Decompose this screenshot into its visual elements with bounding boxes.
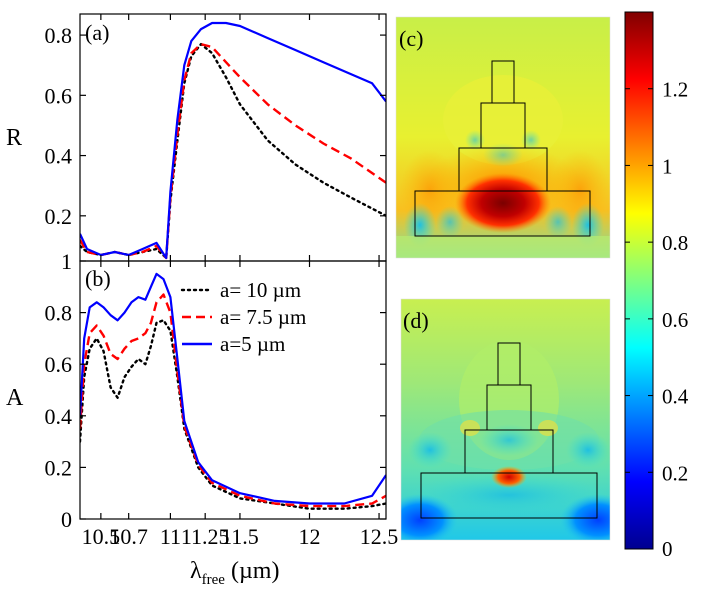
r-axis-label: R bbox=[6, 125, 22, 151]
colorbar-tick-label: 0.6 bbox=[662, 308, 688, 332]
panel-a-ytick-label: 0.2 bbox=[45, 204, 73, 229]
a-axis-label: A bbox=[6, 385, 24, 411]
colorbar-tick-label: 1 bbox=[662, 154, 673, 178]
panel-b-series-a10 bbox=[80, 319, 386, 510]
colorbar-tick-label: 0.2 bbox=[662, 461, 688, 485]
panel-b-xtick-label: 11.5 bbox=[221, 524, 259, 549]
panel-b-ytick-label: 1 bbox=[61, 249, 72, 274]
colorbar-tick-label: 0 bbox=[662, 537, 673, 561]
x-axis-label-main: λ bbox=[190, 558, 202, 584]
panel-b-xtick-label: 11 bbox=[160, 524, 181, 549]
panel-b-ytick-label: 0.8 bbox=[45, 301, 73, 326]
legend-label: a= 10 µm bbox=[220, 278, 301, 302]
panel-b-ytick-label: 0 bbox=[61, 507, 72, 532]
panel-b-ytick-label: 0.2 bbox=[45, 455, 73, 480]
colorbar: 0 0.2 0.4 0.6 0.8 1 1.2 bbox=[624, 11, 689, 561]
colorbar-tick-label: 1.2 bbox=[662, 78, 688, 102]
legend-label: a= 7.5 µm bbox=[220, 305, 306, 329]
panel-label-b: (b) bbox=[85, 266, 111, 291]
heatmap-c bbox=[396, 17, 610, 258]
panel-a-series-a10 bbox=[80, 42, 386, 260]
x-axis-label-unit: (µm) bbox=[225, 558, 279, 584]
panel-b-xtick-label: 10.5 bbox=[82, 524, 121, 549]
colorbar-ticks: 0 0.2 0.4 0.6 0.8 1 1.2 bbox=[625, 78, 689, 561]
panel-b-series bbox=[80, 272, 386, 510]
panel-label-a: (a) bbox=[85, 20, 109, 45]
panel-a-series bbox=[80, 21, 386, 260]
panel-a-series-a5 bbox=[80, 21, 386, 260]
panel-b-series-a5 bbox=[80, 272, 386, 505]
panel-label-d: (d) bbox=[403, 308, 429, 333]
colorbar-tick-label: 0.4 bbox=[662, 385, 689, 409]
x-axis-label-sub: free bbox=[202, 572, 226, 588]
heatmap-d bbox=[401, 299, 610, 540]
panel-a-frame bbox=[79, 13, 387, 262]
panel-b-xtick-label: 11.25 bbox=[181, 524, 230, 549]
panel-a-series-a7-5 bbox=[80, 42, 386, 260]
colorbar-tick-label: 0.8 bbox=[662, 231, 688, 255]
panel-b-series-a7-5 bbox=[80, 293, 386, 508]
panel-b-ytick-label: 0.4 bbox=[45, 404, 73, 429]
legend-label: a=5 µm bbox=[220, 332, 285, 356]
panel-a-ytick-label: 0.4 bbox=[45, 144, 73, 169]
panel-a-ytick-label: 0.6 bbox=[45, 83, 73, 108]
panel-b-xtick-label: 12.5 bbox=[360, 524, 399, 549]
panel-b-frame bbox=[79, 260, 387, 520]
panel-a: 0.2 0.4 0.6 0.8 (a) R bbox=[6, 13, 387, 262]
legend: a= 10 µm a= 7.5 µm a=5 µm bbox=[180, 278, 306, 356]
panel-b-ytick-label: 0.6 bbox=[45, 352, 73, 377]
panel-label-c: (c) bbox=[399, 26, 423, 51]
panel-b-xtick-label: 10.7 bbox=[109, 524, 148, 549]
panel-a-ticks: 0.2 0.4 0.6 0.8 bbox=[45, 14, 386, 261]
panel-a-ytick-label: 0.8 bbox=[45, 23, 73, 48]
panel-b-xtick-label: 12 bbox=[299, 524, 321, 549]
x-axis-label: λfree (µm) bbox=[190, 558, 279, 588]
